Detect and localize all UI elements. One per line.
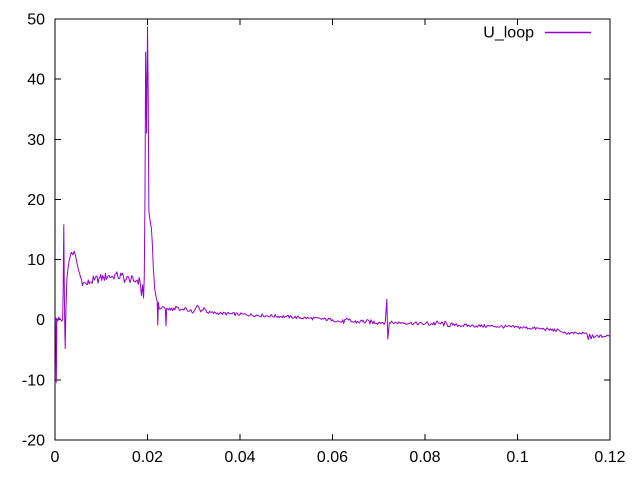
y-tick-label: 20 [27, 192, 45, 209]
y-tick-label: 10 [27, 252, 45, 269]
y-tick-label: 40 [27, 72, 45, 89]
x-tick-label: 0.02 [132, 449, 163, 466]
y-tick-label: -10 [22, 372, 45, 389]
axes-and-border [54, 18, 611, 441]
legend-label: U_loop [483, 25, 534, 42]
tick-labels: 0 0.02 0.04 0.06 0.08 0.1 0.12 -20 -10 0 10 20 30 40 5… [22, 12, 626, 467]
x-tick-label: 0.08 [409, 449, 440, 466]
y-tick-label: 30 [27, 132, 45, 149]
x-tick-label: 0 [51, 449, 60, 466]
x-tick-label: 0.06 [317, 449, 348, 466]
series-line-u-loop [54, 26, 611, 383]
data-series [54, 26, 611, 383]
x-tick-label: 0.1 [506, 449, 528, 466]
y-tick-label: -20 [22, 433, 45, 450]
x-tick-label: 0.12 [594, 449, 625, 466]
legend: U_loop [483, 25, 591, 42]
y-tick-label: 0 [36, 312, 45, 329]
y-tick-label: 50 [27, 12, 45, 29]
x-tick-label: 0.04 [224, 449, 255, 466]
plot-border [54, 18, 611, 441]
